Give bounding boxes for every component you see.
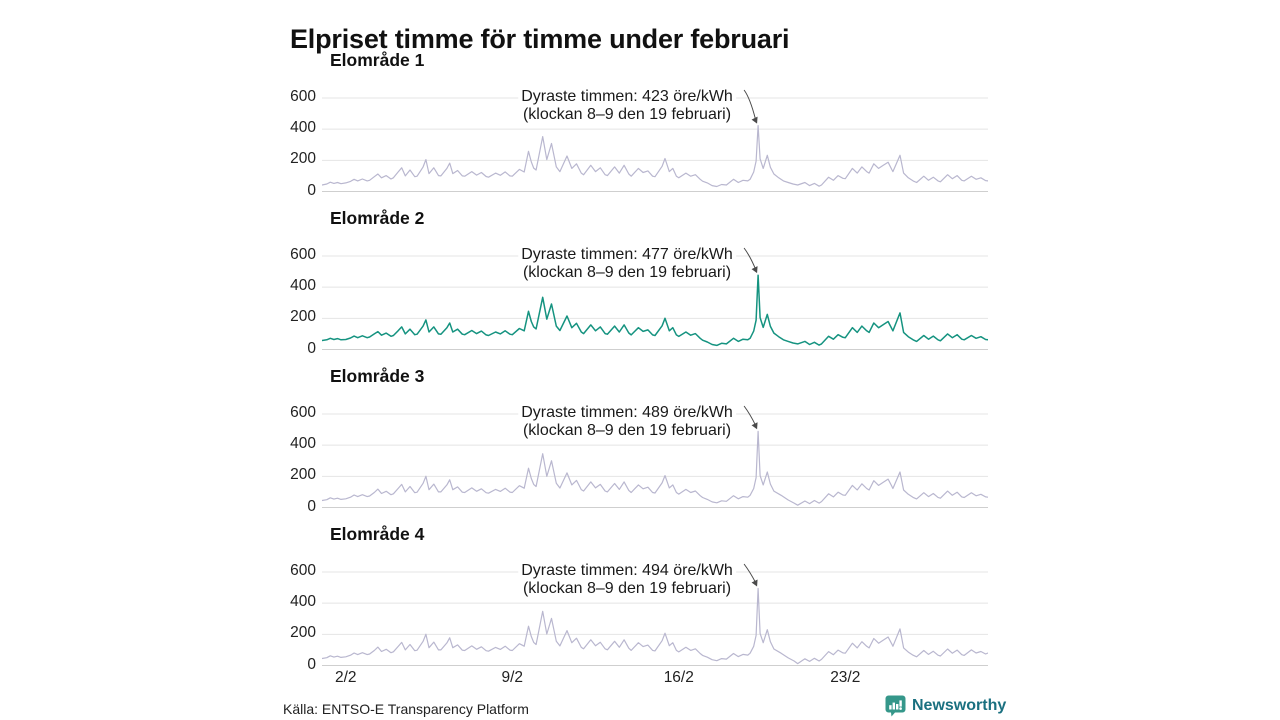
- line-plot-elomrade-4: [322, 542, 988, 670]
- y-tick-label: 0: [307, 655, 316, 673]
- y-tick-label: 400: [290, 593, 316, 611]
- price-line: [322, 124, 988, 188]
- peak-annotation-elomrade-1: Dyraste timmen: 423 öre/kWh (klockan 8–9…: [518, 88, 736, 124]
- newsworthy-logo-icon: [884, 694, 907, 718]
- y-tick-label: 600: [290, 562, 316, 579]
- x-tick-label: 9/2: [501, 669, 524, 686]
- y-tick-label: 0: [307, 497, 316, 515]
- annotation-line2: (klockan 8–9 den 19 februari): [522, 264, 732, 281]
- plot-svg: [322, 563, 988, 666]
- y-tick-label: 200: [290, 150, 316, 168]
- x-tick-label: 23/2: [830, 669, 861, 686]
- annotation-line1: Dyraste timmen: 494 öre/kWh: [521, 562, 733, 579]
- price-line: [322, 430, 988, 506]
- annotation-leader-line: [743, 89, 757, 120]
- annotation-line2: (klockan 8–9 den 19 februari): [522, 580, 732, 597]
- price-line: [322, 274, 988, 347]
- y-tick-label: 400: [290, 277, 316, 295]
- page-title: Elpriset timme för timme under februari: [290, 24, 790, 55]
- annotation-leader-arrowhead: [751, 422, 758, 430]
- brand-lockup: Newsworthy: [884, 694, 1006, 718]
- y-tick-label: 600: [290, 404, 316, 421]
- y-tick-label: 0: [307, 339, 316, 357]
- y-tick-label: 200: [290, 624, 316, 642]
- x-tick-label: 2/2: [335, 669, 357, 686]
- x-tick-label: 16/2: [663, 669, 694, 686]
- annotation-line2: (klockan 8–9 den 19 februari): [522, 106, 732, 123]
- line-plot-elomrade-3: [322, 384, 988, 512]
- y-tick-label: 200: [290, 466, 316, 484]
- plot-svg: [322, 247, 988, 350]
- peak-annotation-elomrade-3: Dyraste timmen: 489 öre/kWh (klockan 8–9…: [518, 404, 736, 440]
- annotation-leader-arrowhead: [751, 116, 758, 124]
- annotation-leader-line: [743, 563, 757, 583]
- source-credit: Källa: ENTSO-E Transparency Platform: [283, 701, 529, 717]
- annotation-line1: Dyraste timmen: 489 öre/kWh: [521, 404, 733, 421]
- annotation-leader-arrowhead: [751, 266, 758, 274]
- peak-annotation-elomrade-2: Dyraste timmen: 477 öre/kWh (klockan 8–9…: [518, 246, 736, 282]
- y-tick-label: 0: [307, 181, 316, 199]
- plot-svg: [322, 405, 988, 508]
- y-tick-label: 400: [290, 119, 316, 137]
- y-tick-label: 600: [290, 88, 316, 105]
- brand-name: Newsworthy: [912, 697, 1007, 714]
- panel-title-elomrade-3: Elområde 3: [330, 366, 425, 386]
- panel-title-elomrade-2: Elområde 2: [330, 208, 425, 228]
- price-line: [322, 587, 988, 665]
- line-plot-elomrade-1: [322, 68, 988, 196]
- annotation-leader-line: [743, 247, 757, 270]
- panel-title-elomrade-1: Elområde 1: [330, 50, 425, 70]
- peak-annotation-elomrade-4: Dyraste timmen: 494 öre/kWh (klockan 8–9…: [518, 562, 736, 598]
- panel-title-elomrade-4: Elområde 4: [330, 524, 425, 544]
- y-tick-label: 200: [290, 308, 316, 326]
- annotation-leader-line: [743, 405, 757, 426]
- y-tick-label: 600: [290, 246, 316, 263]
- y-tick-label: 400: [290, 435, 316, 453]
- annotation-line1: Dyraste timmen: 477 öre/kWh: [521, 246, 733, 263]
- annotation-line1: Dyraste timmen: 423 öre/kWh: [521, 88, 733, 105]
- line-plot-elomrade-2: [322, 226, 988, 354]
- plot-svg: [322, 89, 988, 192]
- annotation-line2: (klockan 8–9 den 19 februari): [522, 422, 732, 439]
- annotation-leader-arrowhead: [751, 579, 758, 587]
